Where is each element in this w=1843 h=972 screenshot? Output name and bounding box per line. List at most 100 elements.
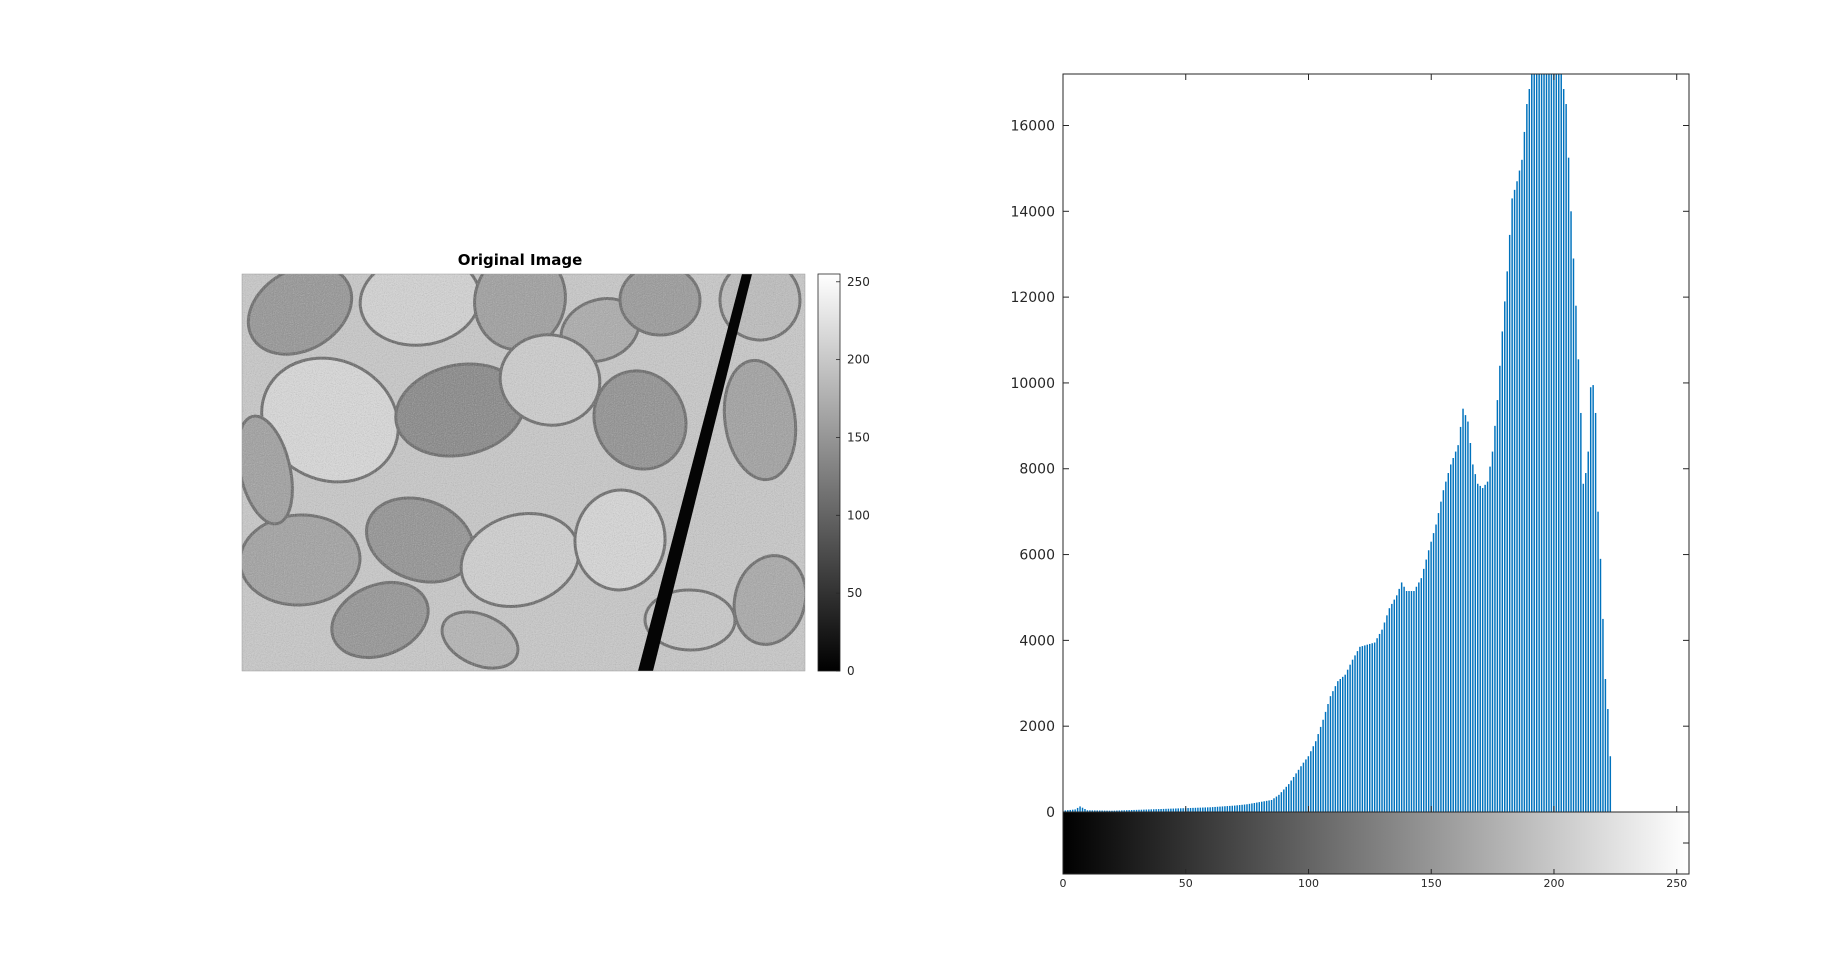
histogram-bar [1342, 676, 1344, 812]
original-image [241, 273, 806, 672]
histogram-bar [1253, 802, 1256, 812]
histogram-bar [1550, 74, 1553, 812]
histogram-bar [1165, 808, 1167, 812]
histogram-bar [1140, 809, 1143, 812]
histogram-bar [1152, 809, 1155, 812]
histogram-bar [1067, 810, 1069, 812]
histogram-bar [1403, 586, 1405, 812]
histogram-bar [1361, 646, 1364, 812]
histogram-bar [1290, 780, 1292, 812]
histogram-bar [1089, 810, 1091, 812]
histogram-bar [1346, 669, 1349, 812]
histogram-bar [1307, 756, 1310, 812]
histogram-bar [1305, 759, 1307, 812]
histogram-bar [1310, 751, 1312, 812]
histogram-bar [1393, 599, 1396, 812]
histogram-bar [1518, 170, 1521, 812]
histogram-bar [1094, 810, 1096, 812]
histogram-bar [1604, 678, 1607, 812]
histogram-bar [1513, 189, 1516, 812]
histogram-bar [1327, 704, 1329, 812]
histogram-bar [1312, 746, 1315, 812]
histogram-bar [1562, 89, 1565, 812]
dark-streak [638, 274, 752, 671]
histogram-bar [1378, 633, 1381, 812]
y-tick-label: 16000 [1010, 118, 1055, 134]
histogram-bar [1216, 806, 1219, 812]
histogram-bar [1064, 810, 1067, 812]
colorbar-tick-label: 150 [847, 430, 870, 444]
histogram-bar [1211, 807, 1214, 812]
histogram-bar [1172, 808, 1175, 812]
histogram-bar [1506, 271, 1508, 812]
histogram-bar [1369, 643, 1371, 812]
histogram-bar [1135, 809, 1138, 812]
histogram-bar [1359, 646, 1361, 812]
histogram-bar [1258, 802, 1261, 812]
x-tick-label: 100 [1298, 877, 1319, 890]
histogram-bar [1445, 481, 1447, 812]
x-tick-label: 0 [1060, 877, 1067, 890]
histogram-bar [1251, 803, 1253, 812]
colorbar-tick-label: 50 [847, 586, 862, 600]
colorbar-tick-label: 200 [847, 353, 870, 367]
colorbar-tick-label: 250 [847, 275, 870, 289]
histogram-bar [1098, 810, 1101, 812]
histogram-bar [1423, 568, 1425, 812]
histogram-bar [1189, 807, 1192, 812]
y-tick-label: 6000 [1019, 548, 1055, 564]
histogram-bar [1592, 385, 1594, 812]
histogram-bar [1229, 805, 1231, 812]
histogram-bar [1123, 810, 1125, 812]
histogram-bar [1472, 464, 1474, 812]
histogram-bar [1523, 131, 1526, 812]
histogram-bar [1381, 629, 1383, 812]
histogram-bar [1383, 622, 1386, 812]
histogram-bar [1285, 786, 1288, 812]
x-tick-label: 200 [1543, 877, 1564, 890]
histogram-bar [1076, 807, 1079, 812]
histogram-bar [1548, 74, 1550, 812]
histogram-bar [1287, 784, 1290, 812]
histogram-bar [1175, 808, 1177, 812]
histogram-bar [1474, 474, 1477, 812]
histogram-bar [1071, 809, 1074, 812]
histogram-bar [1371, 643, 1373, 812]
histogram-bar [1538, 74, 1540, 812]
histogram-bar [1111, 810, 1113, 812]
histogram-bar [1481, 488, 1484, 812]
histogram-bar [1496, 400, 1499, 812]
histogram-bar [1319, 726, 1322, 812]
histogram-bar [1177, 808, 1179, 812]
histogram-bar [1508, 234, 1511, 812]
y-tick-label: 8000 [1019, 462, 1055, 478]
histogram-bar [1314, 741, 1317, 812]
histogram-bar [1167, 808, 1170, 812]
histogram-bar [1226, 806, 1229, 812]
histogram-bar [1106, 810, 1108, 812]
histogram-bar [1477, 483, 1479, 812]
image-frame [241, 273, 806, 672]
histogram-bar [1391, 603, 1393, 812]
histogram-bar [1467, 421, 1469, 812]
histogram-bar [1322, 719, 1324, 812]
histogram-bar [1602, 618, 1604, 812]
histogram-bar [1273, 798, 1275, 812]
histogram-bar [1351, 659, 1354, 812]
histogram-bar [1415, 586, 1418, 812]
x-tick-label: 250 [1666, 877, 1687, 890]
histogram-bar [1344, 674, 1346, 812]
histogram-bar [1396, 595, 1398, 812]
histogram-bar [1170, 808, 1172, 812]
histogram-bar [1582, 483, 1585, 812]
histogram-bar [1145, 809, 1148, 812]
histogram-bar [1265, 800, 1268, 812]
y-tick-label: 0 [1046, 805, 1055, 821]
histogram-bar [1555, 74, 1558, 812]
histogram-bar [1069, 809, 1071, 812]
histogram-bar [1118, 810, 1121, 812]
histogram-bar [1435, 524, 1437, 812]
histogram-bar [1214, 806, 1216, 812]
